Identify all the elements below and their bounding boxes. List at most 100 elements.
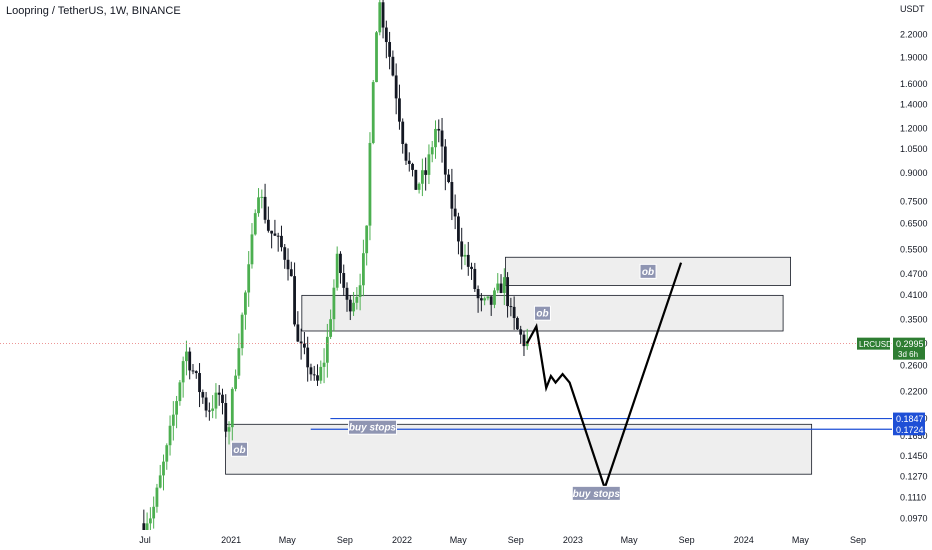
annotation-text: buy stops <box>349 423 397 434</box>
candle-body <box>348 299 352 312</box>
candle-body <box>502 277 506 293</box>
y-tick-label: 0.5500 <box>900 244 928 254</box>
candle-body <box>148 518 152 524</box>
candle-body <box>411 163 414 170</box>
candle-body <box>476 289 480 299</box>
candle-body <box>266 219 270 231</box>
y-tick-label: 1.4000 <box>900 100 928 110</box>
candle-body <box>430 147 434 155</box>
candle-body <box>201 392 205 398</box>
candle-body <box>489 296 493 305</box>
candle-body <box>453 208 457 217</box>
candle-body <box>230 388 234 428</box>
candle-body <box>221 394 224 404</box>
candle-body <box>234 375 237 389</box>
candle-body <box>253 213 257 235</box>
candle-body <box>142 523 146 530</box>
x-tick-label: 2023 <box>563 535 583 545</box>
candle-body <box>394 75 398 99</box>
candle-body <box>237 348 241 376</box>
candle-body <box>165 445 169 462</box>
y-tick-label: 0.9000 <box>900 168 928 178</box>
y-tick-label: 1.9000 <box>900 52 928 62</box>
candle-body <box>191 370 195 372</box>
candle-body <box>506 277 509 307</box>
y-tick-label: 0.0970 <box>900 513 928 523</box>
zone-label: ob <box>533 305 551 321</box>
zone-label: ob <box>639 263 657 279</box>
zone-label-text: ob <box>642 267 654 278</box>
x-tick-label: 2024 <box>734 535 754 545</box>
candle-body <box>496 283 500 291</box>
candle-body <box>325 336 329 363</box>
x-tick-label: Sep <box>850 535 866 545</box>
candle-body <box>483 298 487 301</box>
x-tick-label: 2021 <box>221 535 241 545</box>
y-tick-label: 1.0500 <box>900 144 928 154</box>
candle-body <box>244 292 247 315</box>
annotation-box <box>348 419 398 435</box>
candle-body <box>175 401 179 415</box>
order-block-zone <box>225 423 813 475</box>
candle-body <box>368 142 372 226</box>
projected-price-path <box>526 262 683 492</box>
y-tick-label: 0.2600 <box>900 361 928 371</box>
x-tick-label: May <box>792 535 810 545</box>
zone-label-text: ob <box>233 445 245 456</box>
annotation-text: buy stops <box>573 489 621 500</box>
candle-countdown: 3d 6h <box>898 350 918 359</box>
candle-body <box>158 475 162 488</box>
candle-body <box>198 373 201 393</box>
candle-body <box>447 174 450 183</box>
candle-body <box>479 298 483 301</box>
candle-body <box>283 247 287 260</box>
x-tick-label: Sep <box>508 535 524 545</box>
candle-body <box>289 269 293 277</box>
candle-body <box>335 253 339 288</box>
zone-label: ob <box>231 441 249 457</box>
candle-body <box>391 56 395 76</box>
candle-body <box>398 98 401 122</box>
zone-label-box <box>639 263 657 279</box>
candle-body <box>375 32 378 83</box>
candle-body <box>457 216 460 242</box>
buy-stops-annotation: buy stops <box>348 419 398 435</box>
candle-body <box>342 273 346 288</box>
candle-body <box>404 143 408 161</box>
candle-body <box>512 306 516 319</box>
y-tick-label: 0.1270 <box>900 472 928 482</box>
y-tick-label: 1.6000 <box>900 79 928 89</box>
candle-body <box>312 374 316 376</box>
candle-body <box>345 287 349 300</box>
zone-label-text: ob <box>536 309 548 320</box>
candle-body <box>358 285 362 297</box>
y-tick-label: 0.4700 <box>900 269 928 279</box>
y-tick-label: 0.2200 <box>900 386 928 396</box>
level-price-label: 0.1847 <box>896 414 924 424</box>
candle-body <box>162 461 165 476</box>
candle-body <box>378 2 382 33</box>
y-tick-label: 0.3500 <box>900 315 928 325</box>
level-price-label: 0.1724 <box>896 425 924 435</box>
candle-body <box>276 235 280 237</box>
y-unit-label: USDT <box>900 4 925 14</box>
candle-body <box>168 425 172 446</box>
candle-body <box>473 268 477 290</box>
y-tick-label: 0.1650 <box>900 431 928 441</box>
candle-body <box>401 121 405 144</box>
candle-body <box>499 283 503 293</box>
y-tick-label: 0.7500 <box>900 196 928 206</box>
candle-body <box>247 264 251 293</box>
x-tick-label: May <box>450 535 468 545</box>
candle-body <box>155 487 159 507</box>
candles <box>142 0 529 530</box>
level-price-tag <box>893 423 925 436</box>
candle-body <box>296 324 300 342</box>
candle-body <box>519 329 523 335</box>
candle-body <box>240 314 244 349</box>
candle-body <box>194 371 198 374</box>
candle-body <box>204 397 208 411</box>
candle-body <box>303 343 306 348</box>
candle-body <box>293 276 296 325</box>
